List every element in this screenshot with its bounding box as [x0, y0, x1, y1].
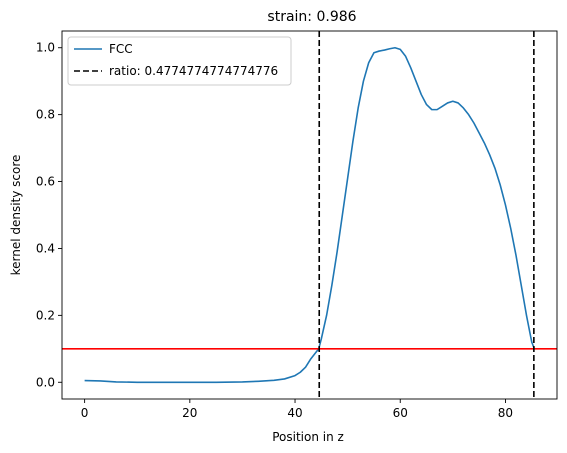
legend: FCC ratio: 0.4774774774774776	[67, 36, 292, 86]
chart-title: strain: 0.986	[267, 9, 356, 25]
series-line-0	[84, 46, 536, 384]
x-tick-label: 40	[287, 406, 302, 420]
x-tick-label: 80	[498, 406, 513, 420]
y-axis-label: kernel density score	[9, 155, 23, 276]
x-tick-label: 0	[81, 406, 89, 420]
y-tick-label: 0.6	[36, 175, 55, 189]
legend-label-fcc: FCC	[109, 42, 133, 56]
y-tick-label: 1.0	[36, 41, 55, 55]
legend-box	[67, 36, 292, 86]
axes-frame	[61, 30, 558, 400]
legend-label-ratio: ratio: 0.4774774774774776	[109, 64, 278, 78]
plot-area	[62, 31, 557, 399]
y-tick-label: 0.4	[36, 241, 55, 255]
x-tick-label: 20	[182, 406, 197, 420]
x-tick-label: 60	[393, 406, 408, 420]
x-axis-label: Position in z	[272, 430, 344, 444]
y-tick-label: 0.8	[36, 108, 55, 122]
y-tick-label: 0.0	[36, 375, 55, 389]
axes: 0 20 40 60 80 0.0 0.2 0.4 0.6 0.8 1.0	[36, 30, 558, 420]
plot-content	[62, 31, 557, 399]
y-tick-label: 0.2	[36, 308, 55, 322]
